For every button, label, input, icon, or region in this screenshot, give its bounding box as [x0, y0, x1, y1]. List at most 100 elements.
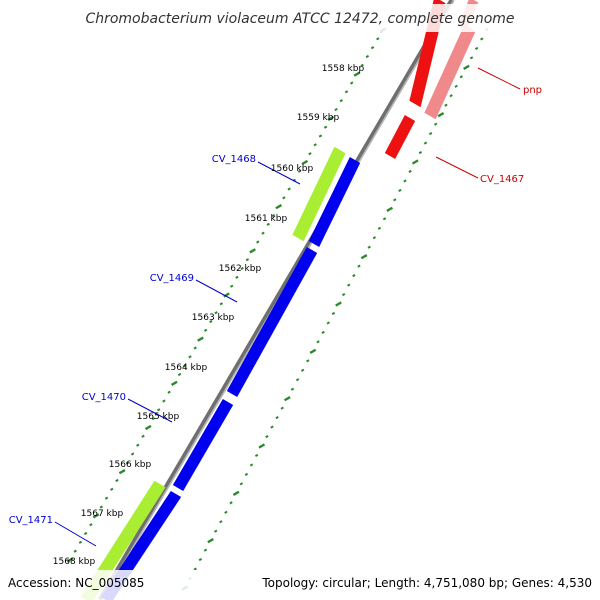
tick-label: 1560 kbp	[271, 164, 314, 174]
tick-mark	[365, 54, 370, 59]
tick-mark	[213, 529, 218, 533]
tick-mark	[219, 302, 223, 306]
tick-mark	[290, 387, 295, 391]
tick-mark	[130, 452, 135, 456]
tick-mark	[261, 231, 265, 235]
tick-mark	[151, 417, 156, 421]
tick-label: 1563 kbp	[192, 313, 235, 323]
tick-mark	[144, 424, 152, 431]
tick-mark	[118, 469, 126, 475]
tick-label: 1566 kbp	[109, 460, 152, 470]
tick-mark	[235, 275, 239, 279]
backbone	[97, 0, 455, 600]
tick-label: 1567 kbp	[81, 509, 124, 519]
tick-mark	[370, 46, 375, 50]
tick-mark	[183, 364, 187, 368]
gene-label[interactable]: CV_1468	[212, 154, 256, 165]
tick-ring-inner	[66, 27, 387, 563]
tick-mark	[474, 46, 479, 50]
gene-label[interactable]: CV_1469	[150, 273, 194, 284]
tick-mark	[301, 159, 309, 166]
tick-mark	[256, 240, 260, 244]
tick-mark	[110, 487, 114, 491]
tick-mark	[377, 226, 382, 230]
tick-mark	[197, 336, 204, 342]
gene-label[interactable]: CV_1471	[9, 515, 53, 526]
leader-line	[435, 156, 479, 179]
tick-mark	[282, 196, 286, 200]
tick-mark	[270, 425, 274, 429]
leader-line	[477, 67, 521, 90]
tick-mark	[275, 416, 279, 420]
tick-mark	[347, 283, 351, 287]
tick-mark	[89, 523, 93, 527]
tick-mark	[188, 355, 192, 359]
genome-summary-text: Topology: circular; Length: 4,751,080 bp…	[261, 576, 592, 590]
tick-mark	[99, 505, 104, 509]
tick-mark	[223, 292, 230, 298]
tick-mark	[229, 501, 233, 505]
tick-mark	[360, 63, 364, 67]
tick-mark	[382, 217, 387, 221]
tick-mark	[83, 531, 88, 536]
tick-mark	[266, 222, 270, 226]
leader-line	[54, 521, 97, 547]
tick-mark	[104, 496, 109, 500]
tick-mark	[463, 64, 470, 70]
tick-mark	[335, 301, 342, 307]
tick-mark	[115, 478, 119, 483]
tick-mark	[136, 443, 140, 447]
tick-mark	[408, 169, 412, 174]
cds-cv1467-block	[384, 115, 416, 159]
gene-label[interactable]: CV_1470	[82, 392, 126, 403]
tick-mark	[434, 122, 438, 126]
tick-mark	[418, 150, 423, 155]
tick-mark	[170, 380, 178, 386]
tick-mark	[177, 372, 182, 377]
tick-mark	[386, 206, 394, 212]
tick-mark	[326, 321, 330, 325]
gene-label[interactable]: CV_1467	[480, 174, 524, 185]
tick-label: 1561 kbp	[245, 214, 288, 224]
tick-mark	[249, 248, 256, 254]
tick-mark	[214, 311, 218, 315]
tick-ring-outer	[181, 17, 496, 591]
tick-mark	[437, 112, 445, 118]
tick-mark	[331, 311, 336, 316]
tick-mark	[207, 538, 214, 544]
tick-mark	[334, 107, 338, 112]
tick-mark	[295, 378, 300, 382]
leader-line	[127, 398, 173, 423]
tick-mark	[193, 567, 197, 571]
tick-mark	[353, 71, 361, 77]
tick-mark	[469, 56, 474, 60]
tick-mark	[449, 94, 453, 98]
tick-label: 1559 kbp	[297, 113, 340, 123]
gene-label[interactable]: pnp	[523, 85, 542, 96]
tick-mark	[423, 141, 428, 145]
map-title: Chromobacterium violaceum ATCC 12472, co…	[85, 11, 514, 27]
tick-mark	[167, 390, 171, 394]
tick-mark	[341, 292, 346, 297]
tick-mark	[275, 204, 283, 210]
tick-mark	[224, 510, 228, 514]
tick-mark	[376, 37, 380, 41]
tick-mark	[249, 463, 254, 467]
tick-mark	[78, 540, 83, 544]
tick-mark	[308, 152, 312, 156]
tick-mark	[480, 37, 484, 41]
gene-cv1468-block	[292, 146, 346, 242]
tick-mark	[162, 399, 166, 403]
tick-mark	[125, 461, 130, 465]
tick-mark	[313, 143, 317, 147]
tick-mark	[258, 443, 266, 449]
tick-mark	[203, 328, 208, 332]
tick-mark	[156, 408, 161, 412]
tick-mark	[393, 198, 397, 202]
tick-labels: 1558 kbp 1559 kbp 1560 kbp 1561 kbp 1562 kbp…	[53, 64, 365, 567]
tick-mark	[254, 453, 259, 458]
title-backdrop	[80, 4, 520, 32]
tick-mark	[321, 330, 325, 334]
tick-label: 1564 kbp	[165, 363, 208, 373]
accession-text: Accession: NC_005085	[8, 576, 144, 590]
